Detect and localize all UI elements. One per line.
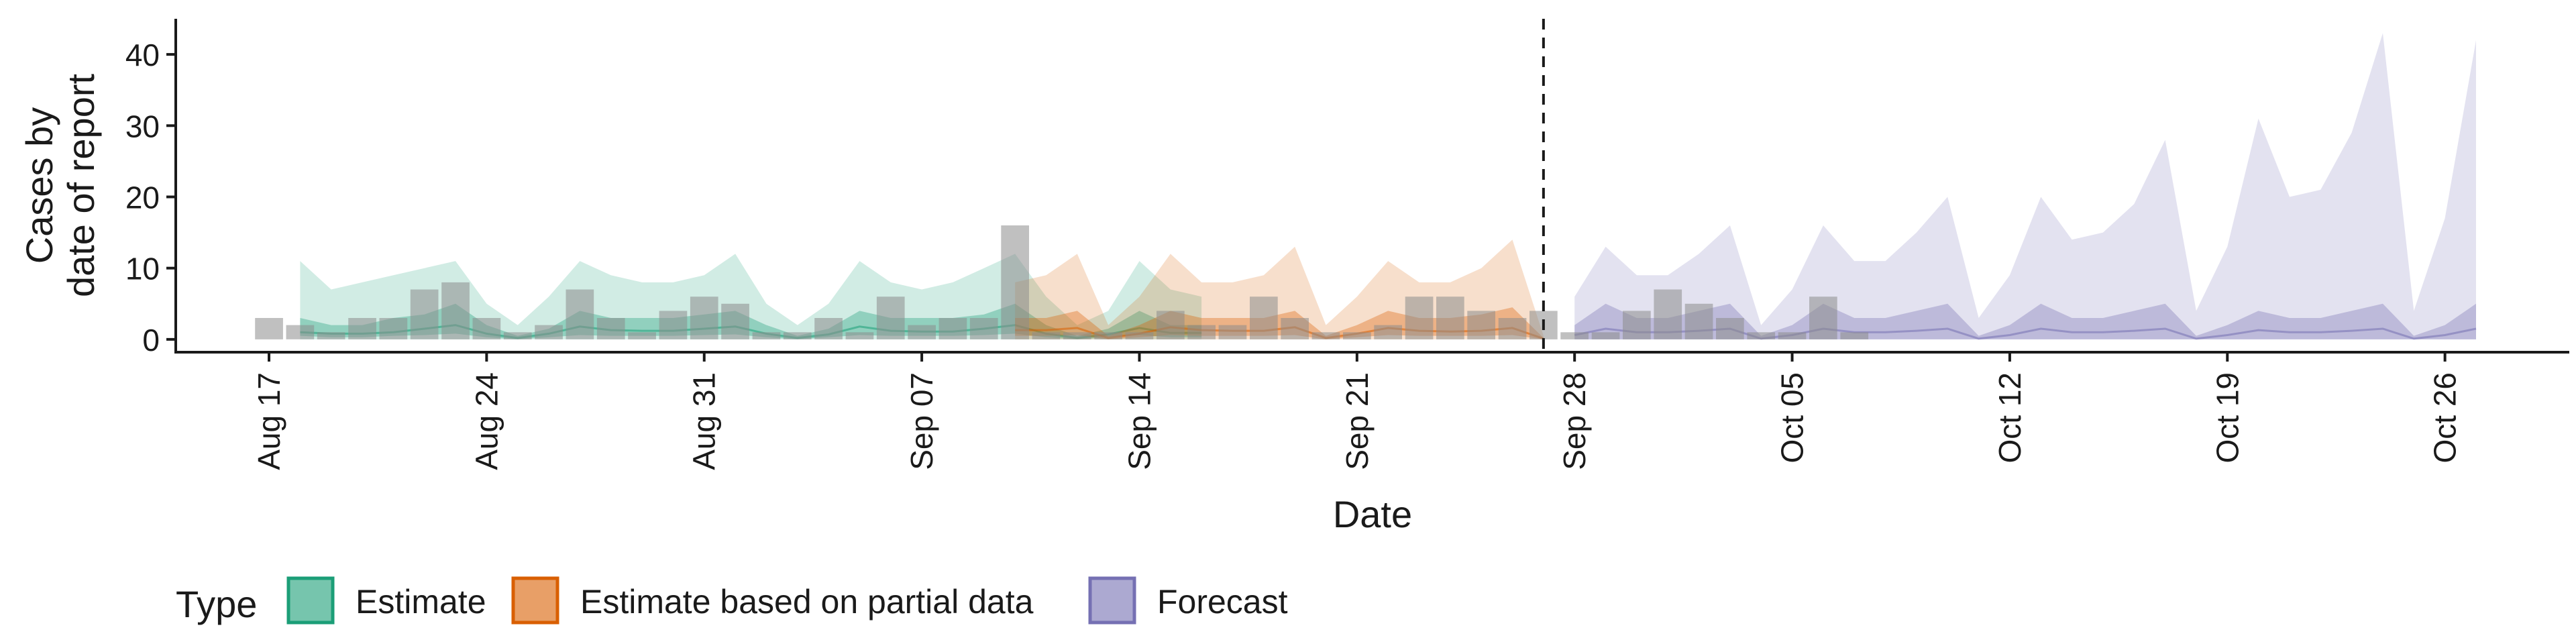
case-bar	[938, 318, 967, 339]
case-bar	[379, 318, 408, 339]
x-tick-label: Sep 07	[904, 372, 939, 470]
case-bar	[690, 297, 718, 339]
case-bar	[1374, 325, 1402, 339]
case-bar	[628, 332, 656, 339]
axes	[174, 19, 2569, 354]
case-bar	[969, 318, 998, 339]
case-bar	[752, 332, 781, 339]
case-bar	[410, 289, 439, 339]
case-bar	[503, 332, 532, 339]
legend-key	[286, 576, 335, 625]
legend-label: Estimate based on partial data	[580, 583, 1034, 621]
case-bar	[441, 282, 470, 339]
x-tick-label: Aug 24	[469, 372, 504, 470]
y-tick-label: 20	[125, 180, 160, 215]
case-bar	[317, 332, 345, 339]
case-bar	[1218, 325, 1247, 339]
case-bar	[1250, 297, 1278, 339]
legend-items: Estimate Estimate based on partial data Fo…	[286, 576, 1288, 625]
case-bar	[1032, 332, 1061, 339]
legend-label: Forecast	[1157, 583, 1288, 621]
case-bar	[1063, 332, 1091, 339]
case-bar	[1405, 297, 1434, 339]
case-bar	[908, 325, 936, 339]
x-tick-label: Aug 31	[687, 372, 722, 470]
case-bar	[348, 318, 376, 339]
case-bar	[1840, 332, 1869, 339]
case-bar	[1187, 325, 1216, 339]
x-tick-label: Sep 14	[1122, 372, 1157, 470]
case-bar	[1436, 297, 1464, 339]
x-axis-title: Date	[1333, 493, 1412, 535]
x-tick-label: Oct 12	[1992, 372, 2027, 464]
series-2-bands	[1574, 33, 2477, 340]
case-bar	[1094, 332, 1122, 339]
case-bar	[1623, 311, 1651, 339]
case-bar	[1001, 225, 1029, 339]
case-bar	[1654, 289, 1682, 339]
case-bar	[1591, 332, 1620, 339]
legend-title: Type	[176, 583, 257, 625]
case-bar	[1809, 297, 1837, 339]
case-bar	[845, 332, 874, 339]
x-tick-label: Oct 19	[2210, 372, 2245, 464]
case-bar	[472, 318, 501, 339]
uncertainty-bands	[300, 33, 2477, 340]
series-band-outer	[1574, 33, 2476, 339]
case-bar	[659, 311, 688, 339]
case-bar	[255, 318, 283, 339]
x-tick-label: Aug 17	[252, 372, 286, 470]
case-bar	[1157, 311, 1185, 339]
x-tick-label: Sep 21	[1340, 372, 1375, 470]
case-bar	[1716, 318, 1744, 339]
y-tick-label: 0	[142, 323, 160, 358]
case-bar	[1747, 332, 1776, 339]
case-bar	[1778, 332, 1807, 339]
case-bar	[596, 318, 625, 339]
case-bar	[1467, 311, 1495, 339]
case-bar	[1281, 318, 1309, 339]
legend-key	[511, 576, 559, 625]
y-axis-title-line1: Cases by	[18, 107, 60, 264]
y-tick-label: 40	[125, 38, 160, 72]
series-1-bands	[1015, 239, 1544, 340]
x-tick-label: Oct 05	[1775, 372, 1810, 464]
observed-case-bars	[255, 225, 1869, 339]
y-axis-title-line2: date of report	[60, 74, 102, 298]
legend: Type Estimate Estimate based on partial d…	[176, 576, 1288, 625]
case-bar	[1684, 303, 1713, 339]
case-bar	[721, 303, 749, 339]
legend-key	[1088, 576, 1136, 625]
case-bar	[1343, 332, 1371, 339]
tick-labels: 0 10 20 30 40 Aug 17 Aug 24 Aug 31 Sep 07 Sep 14 S…	[125, 38, 2463, 470]
y-tick-label: 10	[125, 252, 160, 286]
x-tick-label: Sep 28	[1557, 372, 1592, 470]
case-bar	[783, 332, 812, 339]
case-bar	[1125, 332, 1154, 339]
x-tick-label: Oct 26	[2428, 372, 2463, 464]
case-bar	[1560, 332, 1589, 339]
case-bar	[286, 325, 315, 339]
case-bar	[566, 289, 594, 339]
case-bar	[1311, 332, 1340, 339]
y-tick-label: 30	[125, 109, 160, 144]
case-bar	[814, 318, 843, 339]
legend-label: Estimate	[356, 583, 486, 621]
case-bar	[1498, 318, 1527, 339]
case-bar	[535, 325, 563, 339]
case-bar	[876, 297, 905, 339]
